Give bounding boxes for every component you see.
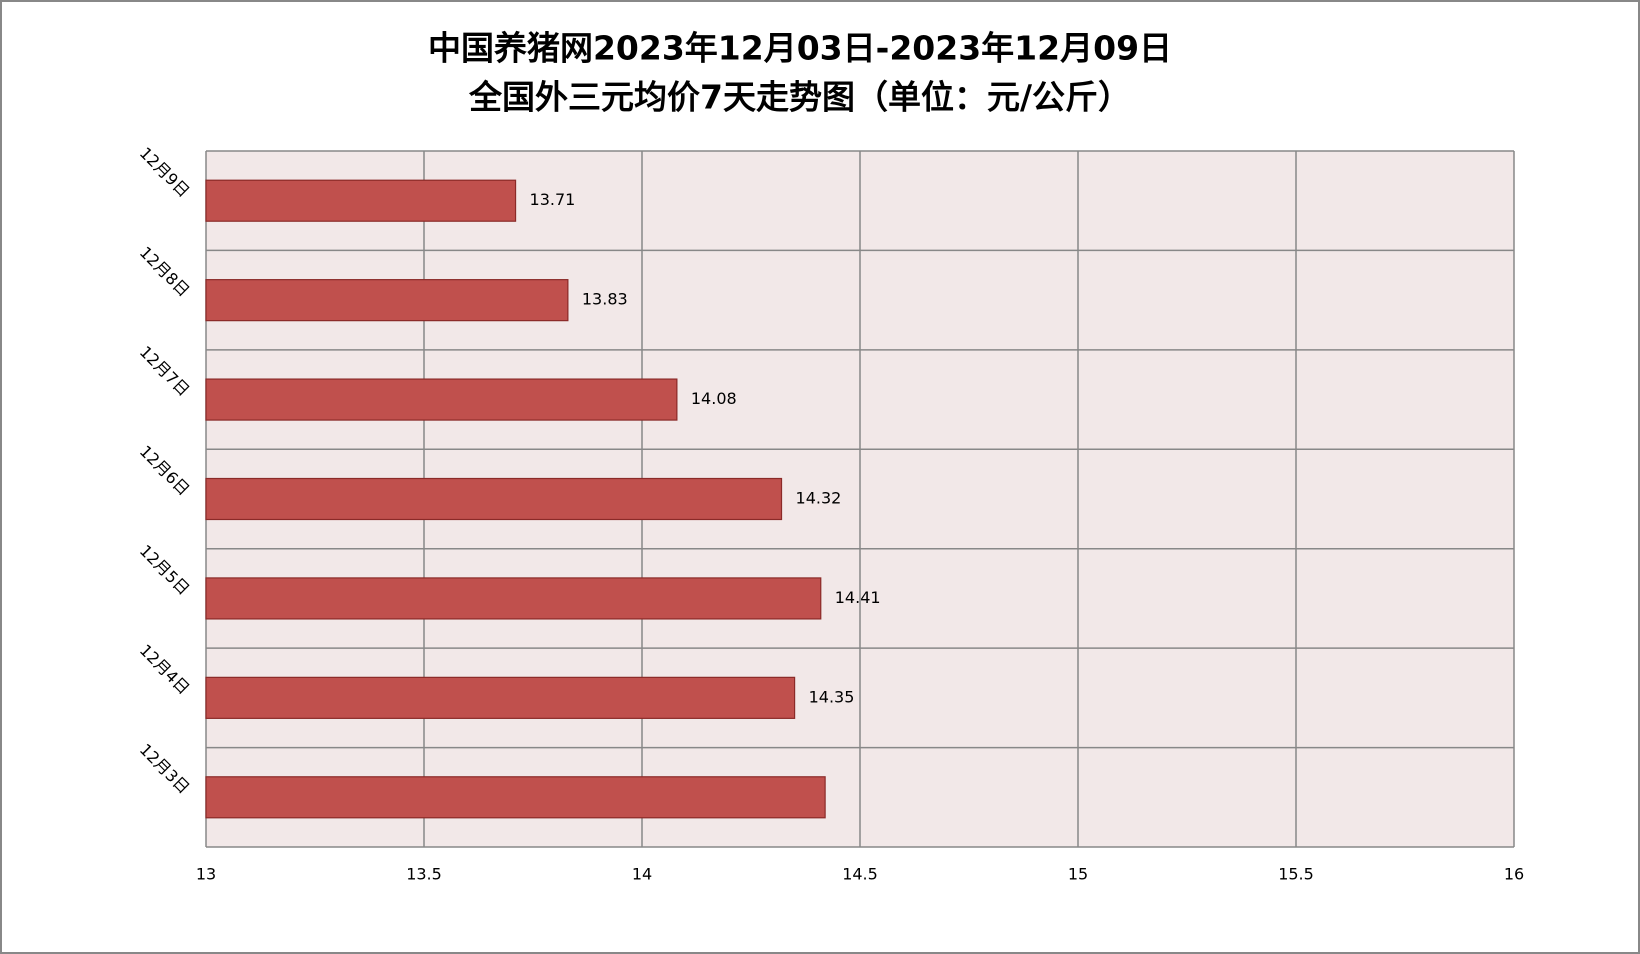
bar [205,279,569,322]
x-tick-label: 16 [1504,865,1524,884]
bar [205,776,826,819]
data-label: 13.71 [530,190,576,209]
bar [205,577,822,620]
bar [205,477,783,521]
x-tick-label: 13.5 [406,865,442,884]
data-label: 14.08 [691,389,737,408]
x-tick-label: 14 [632,865,652,884]
data-label: 14.32 [796,489,842,508]
bar [205,676,796,719]
x-tick-label: 14.5 [842,865,878,884]
data-label: 13.83 [582,290,628,309]
bar [205,179,517,222]
x-tick-label: 15 [1068,865,1088,884]
x-tick-label: 15.5 [1278,865,1314,884]
data-label: 14.41 [835,588,881,607]
bar [205,378,678,421]
chart-subtitle: 全国外三元均价7天走势图（单位：元/公斤） [468,78,1131,117]
data-label: 14.35 [809,687,855,706]
chart-title: 中国养猪网2023年12月03日-2023年12月09日 [428,29,1172,68]
x-tick-label: 13 [196,865,216,884]
